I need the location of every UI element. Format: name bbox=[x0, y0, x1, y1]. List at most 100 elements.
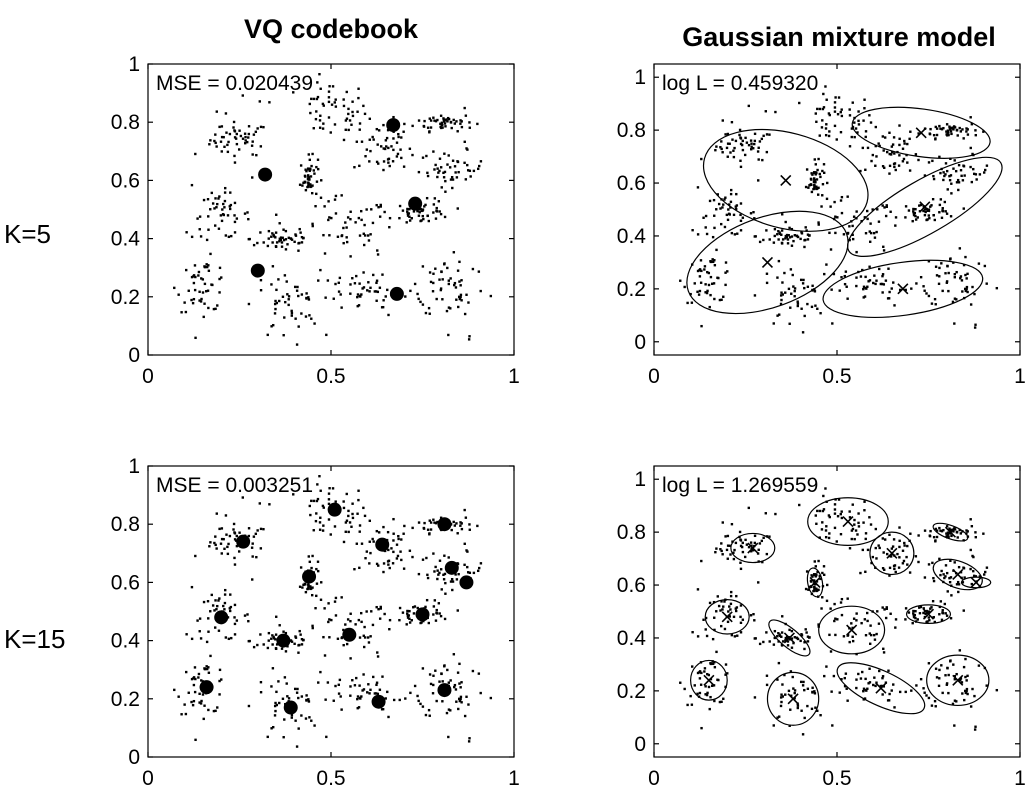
sample-point bbox=[904, 690, 907, 694]
sample-point bbox=[441, 126, 444, 129]
sample-point bbox=[207, 269, 211, 272]
sample-point bbox=[974, 531, 977, 534]
sample-point bbox=[862, 687, 866, 690]
sample-point bbox=[796, 706, 799, 710]
sample-point bbox=[836, 113, 840, 116]
sample-point bbox=[868, 114, 871, 117]
codebook-vector bbox=[199, 680, 214, 695]
sample-point bbox=[786, 238, 790, 241]
sample-point bbox=[938, 155, 941, 159]
sample-point bbox=[201, 291, 205, 294]
sample-point bbox=[429, 280, 433, 284]
sample-point bbox=[194, 738, 197, 742]
sample-point bbox=[861, 268, 864, 272]
sample-point bbox=[444, 592, 447, 595]
sample-point bbox=[948, 527, 951, 530]
sample-point bbox=[725, 548, 729, 552]
sample-point bbox=[752, 210, 755, 214]
x-tick-label: 0 bbox=[648, 767, 660, 790]
sample-point bbox=[937, 684, 941, 688]
x-tick-label: 1 bbox=[1014, 365, 1026, 388]
sample-point bbox=[310, 499, 313, 503]
sample-point bbox=[750, 145, 753, 148]
sample-point bbox=[853, 135, 856, 139]
sample-point bbox=[823, 573, 826, 577]
sample-point bbox=[783, 271, 786, 275]
sample-point bbox=[217, 629, 221, 632]
sample-point bbox=[217, 227, 221, 230]
sample-point bbox=[825, 98, 828, 101]
sample-point bbox=[337, 281, 340, 285]
sample-point bbox=[254, 532, 258, 536]
sample-point bbox=[273, 302, 277, 306]
sample-point bbox=[962, 207, 965, 210]
sample-point bbox=[825, 263, 828, 266]
sample-point bbox=[702, 216, 705, 219]
sample-point bbox=[934, 265, 938, 268]
sample-point bbox=[874, 282, 877, 286]
sample-point bbox=[823, 674, 826, 678]
sample-point bbox=[443, 554, 446, 557]
sample-point bbox=[252, 133, 256, 136]
sample-point bbox=[971, 285, 974, 289]
sample-point bbox=[906, 544, 909, 548]
sample-point bbox=[947, 691, 950, 695]
sample-point bbox=[375, 160, 379, 164]
sample-point bbox=[300, 241, 304, 244]
sample-point bbox=[356, 695, 360, 698]
sample-point bbox=[810, 574, 813, 577]
sample-point bbox=[908, 137, 911, 141]
sample-point bbox=[726, 534, 730, 538]
sample-point bbox=[192, 683, 196, 687]
sample-point bbox=[455, 578, 459, 581]
sample-point bbox=[709, 695, 712, 699]
sample-point bbox=[728, 605, 731, 608]
sample-point bbox=[443, 665, 446, 668]
sample-point bbox=[427, 708, 431, 712]
sample-point bbox=[382, 123, 385, 127]
codebook-vector bbox=[386, 118, 401, 133]
sample-point bbox=[862, 698, 865, 701]
sample-point bbox=[458, 280, 461, 283]
sample-point bbox=[298, 241, 301, 245]
sample-point bbox=[938, 605, 942, 609]
sample-point bbox=[845, 687, 848, 690]
sample-point bbox=[711, 235, 715, 239]
sample-point bbox=[315, 499, 319, 503]
sample-point bbox=[228, 132, 232, 136]
sample-point bbox=[243, 614, 247, 617]
sample-point bbox=[712, 684, 716, 687]
sample-point bbox=[931, 159, 934, 163]
sample-point bbox=[957, 188, 960, 192]
sample-point bbox=[247, 136, 250, 139]
sample-point bbox=[764, 512, 767, 515]
sample-point bbox=[938, 526, 941, 530]
sample-point bbox=[428, 312, 431, 315]
sample-point bbox=[280, 647, 284, 650]
sample-point bbox=[224, 514, 228, 517]
sample-point bbox=[810, 178, 813, 181]
sample-point bbox=[835, 138, 838, 141]
sample-point bbox=[820, 607, 823, 610]
sample-point bbox=[719, 207, 722, 210]
sample-point bbox=[442, 578, 446, 581]
sample-point bbox=[412, 606, 415, 609]
sample-point bbox=[962, 665, 966, 669]
sample-point bbox=[713, 616, 716, 619]
sample-point bbox=[806, 238, 810, 241]
sample-point bbox=[180, 311, 183, 314]
sample-point bbox=[778, 633, 781, 636]
sample-point bbox=[966, 530, 969, 533]
sample-point bbox=[375, 203, 378, 207]
sample-point bbox=[221, 208, 224, 211]
y-tick-label: 0 bbox=[128, 746, 140, 769]
sample-point bbox=[384, 295, 387, 298]
sample-point bbox=[857, 123, 861, 126]
sample-point bbox=[327, 518, 331, 521]
sample-point bbox=[347, 509, 350, 513]
sample-point bbox=[777, 661, 781, 665]
sample-point bbox=[408, 147, 412, 150]
component-mean-marker bbox=[952, 568, 964, 581]
sample-point bbox=[334, 614, 338, 617]
sample-point bbox=[855, 678, 858, 681]
